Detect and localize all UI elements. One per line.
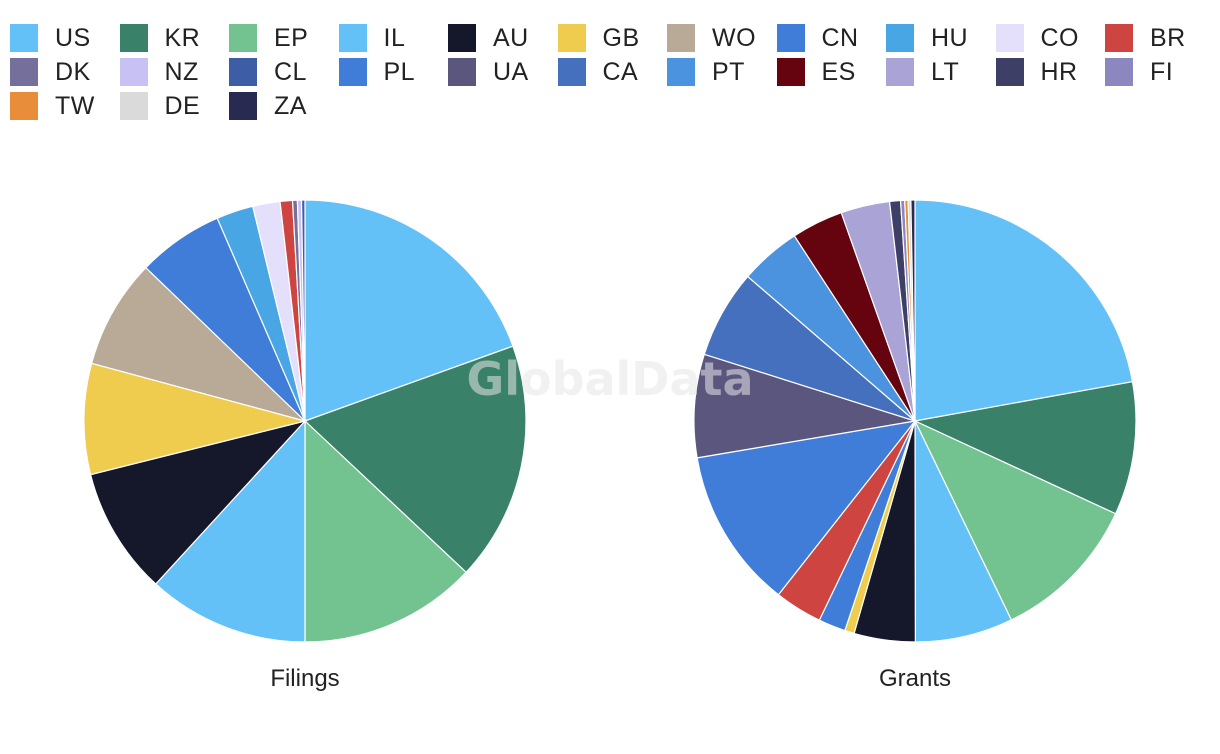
legend-item-pt[interactable]: PT <box>667 57 745 87</box>
legend-item-lt[interactable]: LT <box>886 57 959 87</box>
grants-slice-us[interactable] <box>914 199 1134 422</box>
legend-swatch <box>338 24 367 52</box>
legend-swatch <box>886 24 914 52</box>
watermark-logo: GlobalData <box>466 352 753 406</box>
legend-item-au[interactable]: AU <box>448 23 529 53</box>
legend-swatch <box>119 24 148 52</box>
grants-title: Grants <box>879 665 951 692</box>
legend-item-wo[interactable]: WO <box>667 23 756 53</box>
legend-item-tw[interactable]: TW <box>10 91 95 121</box>
legend-item-hu[interactable]: HU <box>886 23 968 53</box>
legend-label: CA <box>602 57 639 86</box>
filings-slice-wo[interactable] <box>90 266 306 422</box>
filings-slice-il[interactable] <box>154 419 306 643</box>
filings-slice-ep[interactable] <box>304 419 467 643</box>
legend-item-es[interactable]: ES <box>776 57 856 87</box>
legend-swatch <box>448 24 476 52</box>
legend-label: CN <box>821 23 859 52</box>
legend-swatch <box>995 24 1024 52</box>
legend-swatch <box>10 58 38 86</box>
legend-label: KR <box>164 23 201 52</box>
legend-label: DK <box>55 57 91 86</box>
legend-item-za[interactable]: ZA <box>229 91 307 121</box>
legend-label: CL <box>274 57 307 86</box>
legend-swatch <box>10 92 38 120</box>
legend-swatch <box>995 58 1024 86</box>
legend-label: NZ <box>164 57 199 86</box>
legend-label: GB <box>602 23 640 52</box>
legend-item-fi[interactable]: FI <box>1105 57 1173 87</box>
legend-label: WO <box>712 23 757 52</box>
legend-label: DE <box>164 91 201 120</box>
legend-item-nz[interactable]: NZ <box>119 57 199 87</box>
legend-swatch <box>229 58 257 86</box>
legend-label: UA <box>493 57 529 86</box>
filings-title: Filings <box>270 665 339 692</box>
grants-slice-ep[interactable] <box>913 419 1117 621</box>
legend-item-hr[interactable]: HR <box>995 57 1078 87</box>
grants-pie <box>693 199 1137 643</box>
legend-item-pl[interactable]: PL <box>338 57 416 87</box>
legend-label: PL <box>383 57 416 86</box>
legend-label: CO <box>1040 23 1079 52</box>
legend-item-br[interactable]: BR <box>1105 23 1186 53</box>
legend-item-de[interactable]: DE <box>119 91 201 121</box>
legend-swatch <box>1105 58 1133 86</box>
grants-slice-il[interactable] <box>914 420 1013 643</box>
legend-swatch <box>119 92 148 120</box>
legend-label: IL <box>383 23 406 52</box>
legend-item-dk[interactable]: DK <box>10 57 91 87</box>
legend-label: TW <box>55 91 95 120</box>
legend-swatch <box>10 24 38 52</box>
legend-swatch <box>557 58 586 86</box>
legend-label: FI <box>1150 57 1174 86</box>
legend-label: ES <box>821 57 856 86</box>
legend-label: HU <box>931 23 969 52</box>
legend-swatch <box>557 24 586 52</box>
legend-swatch <box>667 58 695 86</box>
grants-slice-cn[interactable] <box>696 420 917 596</box>
legend-swatch <box>338 58 367 86</box>
legend-label: PT <box>712 57 745 86</box>
legend-swatch <box>119 58 148 86</box>
filings-slice-kr[interactable] <box>303 345 527 574</box>
legend-label: EP <box>274 23 309 52</box>
grants-slice-za[interactable] <box>910 199 916 422</box>
legend-label: BR <box>1150 23 1186 52</box>
legend-swatch <box>776 58 805 86</box>
filings-pie <box>83 199 527 643</box>
legend-swatch <box>776 24 805 52</box>
legend-label: ZA <box>274 91 307 120</box>
filings-slice-cl[interactable] <box>300 199 306 422</box>
legend-item-ep[interactable]: EP <box>229 23 308 53</box>
legend-item-co[interactable]: CO <box>995 23 1080 53</box>
legend-swatch <box>448 58 476 86</box>
filings-slice-us[interactable] <box>304 199 514 422</box>
legend-item-gb[interactable]: GB <box>557 23 640 53</box>
grants-slice-kr[interactable] <box>913 381 1137 515</box>
legend-label: US <box>55 23 91 52</box>
legend-swatch <box>1105 24 1133 52</box>
legend-item-il[interactable]: IL <box>338 23 406 53</box>
legend-swatch <box>229 92 257 120</box>
legend-item-ca[interactable]: CA <box>557 57 639 87</box>
grants-slice-ua[interactable] <box>693 353 916 459</box>
legend-label: AU <box>493 23 529 52</box>
legend-label: HR <box>1040 57 1078 86</box>
legend-item-cl[interactable]: CL <box>229 57 307 87</box>
legend-label: LT <box>931 57 960 86</box>
filings-slice-gb[interactable] <box>83 362 308 476</box>
legend-item-kr[interactable]: KR <box>119 23 201 53</box>
legend-swatch <box>229 24 257 52</box>
legend-item-cn[interactable]: CN <box>776 23 859 53</box>
legend-swatch <box>886 58 914 86</box>
legend-item-ua[interactable]: UA <box>448 57 529 87</box>
legend-item-us[interactable]: US <box>10 23 91 53</box>
legend-swatch <box>667 24 695 52</box>
